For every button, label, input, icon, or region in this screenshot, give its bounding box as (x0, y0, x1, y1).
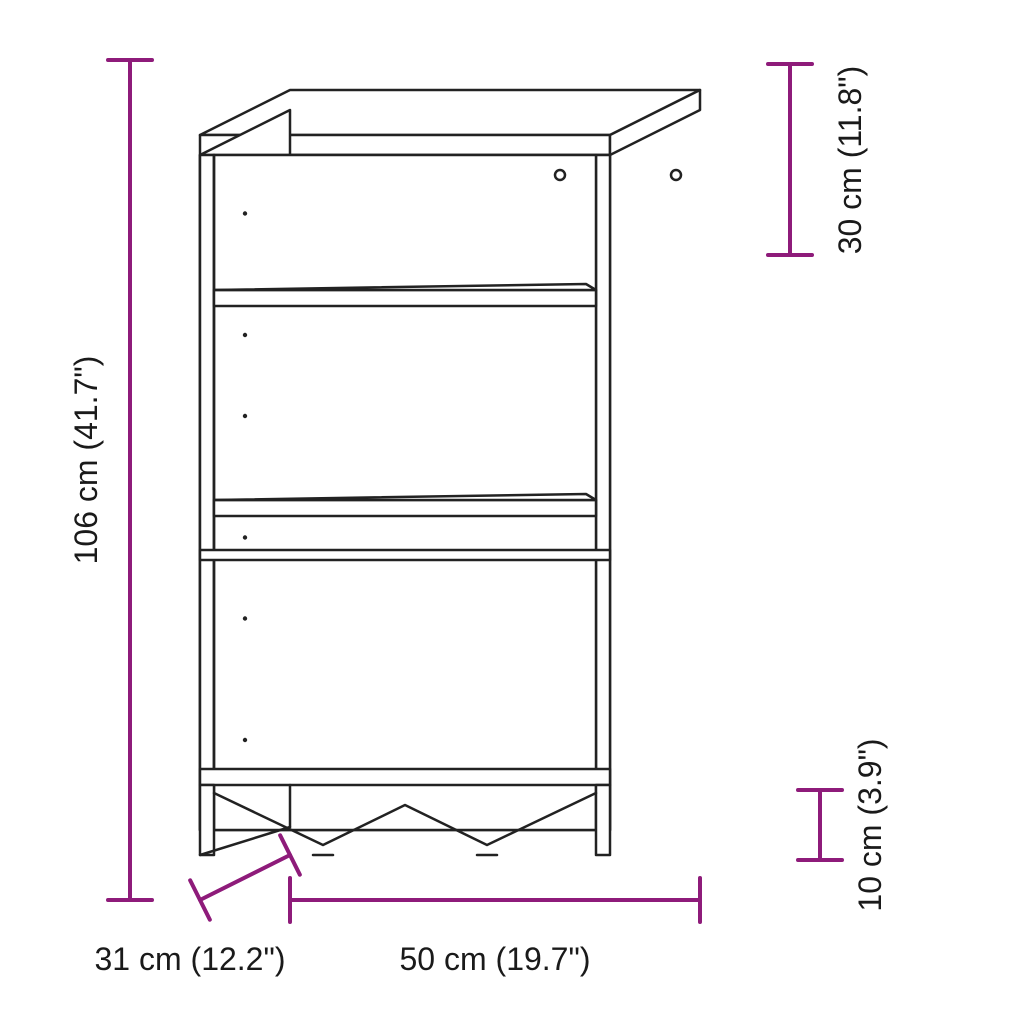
dim-label-top: 30 cm (11.8") (831, 66, 869, 255)
diagram-stage: 106 cm (41.7") 31 cm (12.2") 50 cm (19.7… (0, 0, 1024, 1024)
dim-label-leg: 10 cm (3.9") (851, 738, 889, 911)
dim-label-width: 50 cm (19.7") (400, 940, 591, 978)
dim-label-depth: 31 cm (12.2") (95, 940, 286, 978)
dim-label-height: 106 cm (41.7") (67, 356, 105, 565)
